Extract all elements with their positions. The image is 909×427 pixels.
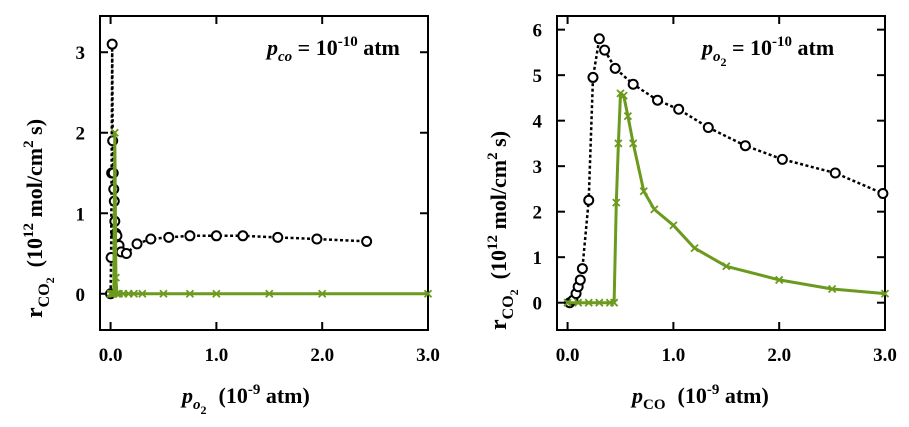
right-crosses-point xyxy=(639,187,648,196)
left-y-tick-label: 1 xyxy=(76,204,86,225)
right-circles-point xyxy=(587,71,599,83)
left-circles-point xyxy=(131,238,143,250)
left-x-tick-label: 0.0 xyxy=(99,345,123,366)
right-circles-point xyxy=(877,187,889,199)
right-y-tick-label: 5 xyxy=(533,66,543,87)
right-crosses-point xyxy=(612,198,621,207)
right-circles-point xyxy=(673,103,685,115)
left-y-tick-label: 0 xyxy=(76,285,86,306)
left-crosses-point xyxy=(265,289,274,298)
left-crosses-point xyxy=(110,128,119,137)
left-annotation: pco = 10-10 atm xyxy=(265,34,400,65)
left-circles-line xyxy=(109,42,367,294)
left-circles-point xyxy=(163,231,175,243)
right-plot-frame xyxy=(556,15,886,331)
right-circles-point xyxy=(583,194,595,206)
left-crosses-point xyxy=(129,289,138,298)
right-crosses-point xyxy=(775,275,784,285)
right-y-tick-label: 4 xyxy=(533,112,543,133)
left-circles-point xyxy=(361,235,373,247)
right-crosses-point xyxy=(722,262,731,271)
left-x-tick-label: 3.0 xyxy=(416,345,440,366)
svg-text:rCO2(1012 mol/cm2 s): rCO2(1012 mol/cm2 s) xyxy=(21,119,57,318)
right-circles-point xyxy=(593,33,605,45)
left-circles-point xyxy=(210,230,222,242)
left-circles-point xyxy=(184,230,196,242)
right-circles-point xyxy=(829,167,841,179)
right-y-tick-label: 0 xyxy=(533,294,543,315)
right-crosses-line xyxy=(567,91,886,305)
left-circles-point xyxy=(237,230,249,242)
right-circles-point xyxy=(627,78,639,90)
right-crosses-point xyxy=(619,91,628,100)
right-series xyxy=(563,33,890,309)
right-crosses-point xyxy=(623,111,633,121)
right-crosses-point xyxy=(595,298,604,307)
right-crosses-point xyxy=(880,289,890,298)
right-x-axis-label: pCO (10-9 atm) xyxy=(630,382,769,413)
left-plot-frame xyxy=(99,15,429,331)
left-crosses-line xyxy=(110,131,428,296)
left-circles-point xyxy=(272,231,284,243)
left-y-axis-label: rCO2(1012 mol/cm2 s) xyxy=(21,119,57,318)
left-circles-point xyxy=(120,248,132,260)
right-x-ticks: 0.0 1.0 2.0 3.0 xyxy=(556,16,897,366)
right-circles-point xyxy=(739,140,751,152)
right-annotation: po2 = 10-10 atm xyxy=(700,34,834,69)
left-crosses-point xyxy=(423,289,433,298)
right-circles-point xyxy=(609,62,621,74)
left-x-tick-label: 2.0 xyxy=(310,345,334,366)
right-y-axis-label: rCO2(1012 mol/cm2 s) xyxy=(485,131,521,330)
right-y-tick-label: 1 xyxy=(533,248,543,269)
left-series xyxy=(105,38,433,300)
right-circles-point xyxy=(776,153,788,165)
left-circles-point xyxy=(106,38,118,50)
left-circles-point xyxy=(145,233,157,245)
svg-text:rCO2(1012 mol/cm2 s): rCO2(1012 mol/cm2 s) xyxy=(485,131,521,330)
left-crosses-point xyxy=(112,289,122,298)
left-crosses-point xyxy=(159,289,168,298)
right-crosses-point xyxy=(629,139,638,148)
right-crosses-point xyxy=(614,139,623,148)
left-crosses-point xyxy=(185,289,195,298)
left-panel: 0.0 1.0 2.0 3.0 0 1 2 3 pco = 10-10 atm po2(10… xyxy=(21,15,440,417)
right-x-tick-label: 2.0 xyxy=(767,345,791,366)
left-circles-point xyxy=(311,233,323,245)
left-x-axis-label: po2(10-9 atm) xyxy=(180,382,310,417)
right-crosses-point xyxy=(690,243,699,253)
left-crosses-point xyxy=(212,289,221,298)
left-crosses-point xyxy=(111,273,121,282)
left-y-tick-label: 2 xyxy=(76,124,86,145)
right-circles-point xyxy=(576,263,588,275)
left-y-ticks: 0 1 2 3 xyxy=(76,43,428,306)
left-x-tick-label: 1.0 xyxy=(205,345,229,366)
right-crosses-point xyxy=(609,298,619,307)
right-circles-point xyxy=(702,121,714,133)
right-x-tick-label: 1.0 xyxy=(662,345,686,366)
right-circles-point xyxy=(652,94,664,106)
right-crosses-point xyxy=(563,298,572,307)
left-crosses-point xyxy=(138,289,147,298)
right-y-tick-label: 3 xyxy=(533,157,543,178)
left-crosses-point xyxy=(318,289,327,298)
right-y-tick-label: 6 xyxy=(533,21,543,42)
right-crosses-point xyxy=(650,205,659,214)
right-x-tick-label: 3.0 xyxy=(873,345,897,366)
right-crosses-point xyxy=(827,284,837,294)
left-x-ticks: 0.0 1.0 2.0 3.0 xyxy=(99,16,440,366)
right-panel: 0.0 1.0 2.0 3.0 0 1 2 3 4 5 6 po2 = 10-10 atm pCO… xyxy=(485,15,897,413)
right-x-tick-label: 0.0 xyxy=(556,345,580,366)
right-crosses-point xyxy=(584,298,593,307)
right-crosses-point xyxy=(669,221,678,230)
right-circles-point xyxy=(599,44,611,56)
right-crosses-point xyxy=(574,298,583,307)
right-y-ticks: 0 1 2 3 4 5 6 xyxy=(533,21,885,315)
right-y-tick-label: 2 xyxy=(533,203,543,224)
right-circles-point xyxy=(574,274,586,286)
left-y-tick-label: 3 xyxy=(76,43,86,64)
